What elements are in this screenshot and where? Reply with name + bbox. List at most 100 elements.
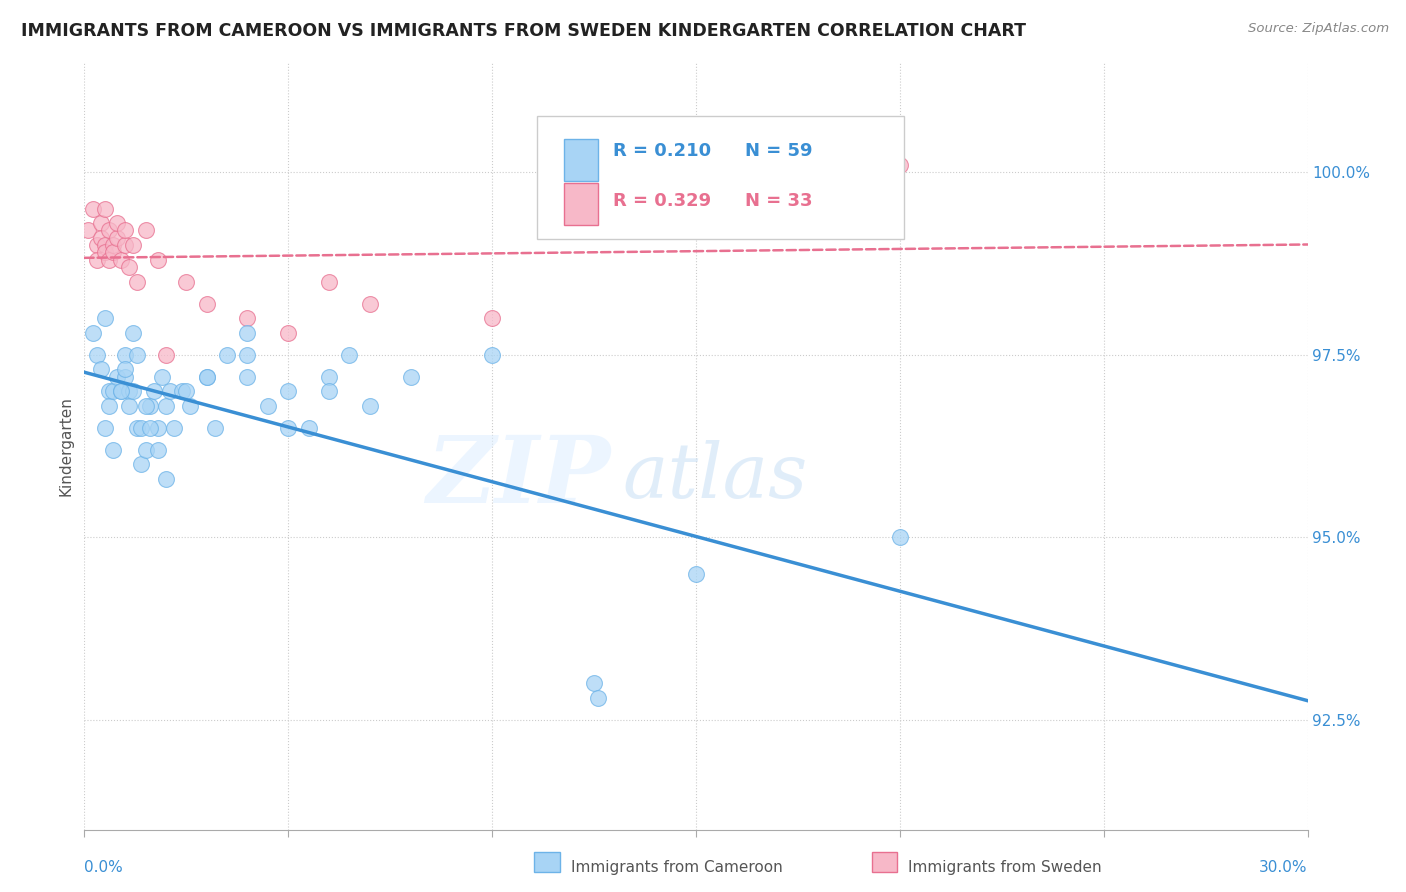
FancyBboxPatch shape (537, 116, 904, 239)
Point (90, 362, 112, 376)
Text: 0.0%: 0.0% (84, 860, 124, 875)
Point (889, 158, 911, 172)
Point (77, 223, 100, 237)
Point (583, 676, 606, 690)
Point (118, 260, 141, 274)
Point (110, 384, 132, 399)
Point (146, 421, 169, 435)
Point (236, 311, 259, 326)
Point (204, 421, 226, 435)
Point (172, 384, 194, 399)
Point (359, 296, 381, 310)
Point (135, 399, 157, 413)
Point (174, 384, 197, 399)
Point (93, 421, 115, 435)
Point (97, 223, 120, 237)
Point (110, 252, 132, 267)
Point (127, 275, 149, 289)
Point (110, 384, 132, 399)
Point (114, 362, 136, 376)
Point (179, 399, 201, 413)
Point (90, 216, 112, 230)
Point (105, 369, 128, 384)
Text: atlas: atlas (623, 440, 808, 514)
Point (150, 369, 173, 384)
Point (174, 275, 197, 289)
Point (195, 369, 218, 384)
Point (217, 348, 239, 362)
Point (86, 238, 108, 252)
Text: Immigrants from Sweden: Immigrants from Sweden (908, 861, 1102, 875)
Point (155, 472, 177, 486)
Point (127, 421, 149, 435)
Point (97, 399, 120, 413)
Point (131, 421, 153, 435)
Point (101, 238, 124, 252)
Point (195, 296, 218, 310)
Point (86, 348, 108, 362)
Text: R = 0.329: R = 0.329 (613, 192, 711, 210)
Text: N = 33: N = 33 (745, 192, 813, 210)
Point (122, 384, 145, 399)
Point (685, 566, 707, 581)
Point (86, 252, 108, 267)
Point (90, 231, 112, 245)
Point (93, 245, 115, 260)
Point (399, 369, 422, 384)
Point (127, 348, 149, 362)
Text: ZIP: ZIP (426, 432, 610, 522)
Point (146, 442, 169, 457)
Point (889, 530, 911, 544)
Point (481, 311, 503, 326)
Point (481, 348, 503, 362)
Point (114, 369, 136, 384)
Point (131, 457, 153, 471)
Point (82, 326, 104, 340)
Point (105, 216, 128, 230)
Point (318, 369, 340, 384)
Point (97, 384, 120, 399)
Point (93, 311, 115, 326)
Point (118, 399, 141, 413)
Point (277, 326, 299, 340)
Text: R = 0.210: R = 0.210 (613, 142, 711, 160)
Point (138, 399, 160, 413)
Point (318, 384, 340, 399)
Point (101, 245, 124, 260)
Point (277, 384, 299, 399)
Point (118, 384, 141, 399)
FancyBboxPatch shape (564, 183, 598, 225)
Point (114, 348, 136, 362)
Point (195, 369, 218, 384)
Point (135, 223, 157, 237)
Point (298, 421, 321, 435)
Text: IMMIGRANTS FROM CAMEROON VS IMMIGRANTS FROM SWEDEN KINDERGARTEN CORRELATION CHAR: IMMIGRANTS FROM CAMEROON VS IMMIGRANTS F… (21, 22, 1026, 40)
Point (146, 252, 169, 267)
Point (155, 348, 177, 362)
Point (114, 238, 136, 252)
Point (122, 238, 145, 252)
Point (586, 691, 609, 706)
Point (138, 421, 160, 435)
Point (277, 421, 299, 435)
Point (257, 399, 280, 413)
Point (142, 384, 165, 399)
Point (155, 399, 177, 413)
Text: Immigrants from Cameroon: Immigrants from Cameroon (571, 861, 783, 875)
Point (236, 326, 259, 340)
Point (685, 223, 707, 237)
Point (318, 275, 340, 289)
Point (236, 348, 259, 362)
Point (135, 442, 157, 457)
Point (359, 399, 381, 413)
Text: Source: ZipAtlas.com: Source: ZipAtlas.com (1249, 22, 1389, 36)
Point (114, 223, 136, 237)
Point (236, 369, 259, 384)
Point (93, 238, 115, 252)
Point (101, 384, 124, 399)
Text: 30.0%: 30.0% (1260, 860, 1308, 875)
Text: N = 59: N = 59 (745, 142, 813, 160)
Point (82, 202, 104, 216)
Point (97, 252, 120, 267)
Point (93, 202, 115, 216)
